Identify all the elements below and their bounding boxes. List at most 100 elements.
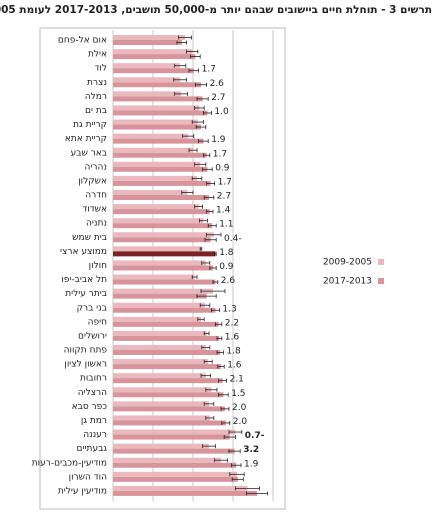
y-tick-label: קריית אתא <box>65 134 107 144</box>
bar <box>113 302 205 308</box>
y-tick-label: כפר סבא <box>72 402 108 412</box>
y-tick-label: פתח תקווה <box>64 346 108 356</box>
bar <box>113 237 211 243</box>
bar <box>113 204 199 210</box>
y-tick-label: אשדוד <box>82 205 107 215</box>
bar <box>113 251 216 257</box>
bar <box>113 406 225 412</box>
y-tick-label: ירושלים <box>78 331 107 341</box>
difference-label: 1.8 <box>219 248 234 258</box>
bar <box>113 35 185 40</box>
bar <box>113 448 235 454</box>
bar <box>113 110 208 116</box>
chart-title: תרשים 3 - תוחלת חיים ביישובים שבהם יותר … <box>0 4 432 16</box>
y-tick-label: בית שמש <box>72 233 107 243</box>
difference-label: 2.6 <box>210 79 225 89</box>
bar <box>113 335 220 341</box>
y-tick-label: תל אביב-יפו <box>61 275 107 285</box>
bar <box>113 392 224 398</box>
difference-label: 2.7 <box>217 192 231 202</box>
bar <box>113 462 237 468</box>
bar <box>113 124 201 130</box>
bar <box>113 471 237 477</box>
y-tick-label: מודיעין עילית <box>58 486 107 496</box>
bar <box>113 350 221 355</box>
difference-label: 2.6 <box>221 276 236 286</box>
bar <box>113 68 194 74</box>
difference-label: 1.7 <box>218 177 232 187</box>
y-tick-label: מודיעין-מכבים-רעות <box>32 458 107 468</box>
difference-label: 1.4 <box>216 206 231 216</box>
y-tick-label: אשקלון <box>78 176 107 186</box>
bar <box>113 490 257 496</box>
bar <box>113 373 206 379</box>
y-tick-label: חדרה <box>85 191 107 201</box>
bar <box>113 429 236 435</box>
bar <box>113 91 181 97</box>
bar <box>113 218 204 224</box>
bar <box>113 77 181 83</box>
y-tick-label: רחובות <box>80 374 107 384</box>
y-tick-label: ביתר עילית <box>65 289 107 299</box>
y-tick-label: חיפה <box>88 317 108 327</box>
plot-frame <box>39 27 286 510</box>
bar <box>113 345 206 350</box>
bar <box>113 401 209 407</box>
bar <box>113 63 181 69</box>
difference-label: 1.3 <box>222 304 236 314</box>
y-tick-label: לוד <box>95 64 107 74</box>
bar <box>113 175 197 181</box>
difference-label: 2.0 <box>233 417 248 427</box>
bar <box>113 180 211 186</box>
bar <box>113 274 195 280</box>
bar <box>113 246 201 252</box>
difference-label: 2.0 <box>232 403 247 413</box>
legend-swatch <box>378 259 384 265</box>
difference-label: 3.2 <box>243 445 259 455</box>
y-tick-label: גבעתיים <box>77 444 108 454</box>
bar <box>113 330 207 336</box>
y-tick-label: בת ים <box>85 106 107 116</box>
difference-label: 2.2 <box>225 318 239 328</box>
y-tick-label: בני ברק <box>77 303 107 313</box>
y-tick-label: קריית גת <box>73 120 107 130</box>
difference-label: 2.7 <box>211 93 225 103</box>
bar <box>113 152 207 158</box>
bar <box>113 82 201 88</box>
y-tick-label: נהריה <box>85 162 107 172</box>
difference-label: 0.9 <box>219 262 234 272</box>
y-tick-label: אום אל-פחם <box>58 36 107 46</box>
bar <box>113 316 201 322</box>
bar <box>113 49 193 55</box>
bar <box>113 415 210 421</box>
difference-label: 1.9 <box>211 135 226 145</box>
bar <box>113 147 193 153</box>
legend-label: 2009-2005 <box>323 258 372 268</box>
y-tick-label: רעננה <box>83 430 107 440</box>
difference-label: 1.6 <box>227 361 242 371</box>
bar <box>113 190 188 195</box>
difference-label: 1.9 <box>244 459 259 469</box>
y-tick-label: נתניה <box>86 219 107 229</box>
difference-label: 1.7 <box>202 65 216 75</box>
difference-label: 1.5 <box>231 389 245 399</box>
bar <box>113 260 206 266</box>
y-tick-label: אילת <box>88 50 107 60</box>
bar <box>113 288 213 294</box>
bar <box>113 119 198 125</box>
difference-label: 1.7 <box>213 149 227 159</box>
y-tick-label: הוד השרון <box>69 472 107 482</box>
bar <box>113 293 207 299</box>
bar <box>113 105 200 111</box>
bar <box>113 232 214 238</box>
bar <box>113 96 203 102</box>
bar <box>113 321 219 327</box>
bar <box>113 387 212 393</box>
y-tick-label: נצרת <box>87 78 107 88</box>
bar <box>113 133 189 139</box>
difference-label: 0.9 <box>215 163 230 173</box>
bar <box>113 209 210 215</box>
legend-swatch <box>378 278 384 284</box>
bar <box>113 434 230 440</box>
